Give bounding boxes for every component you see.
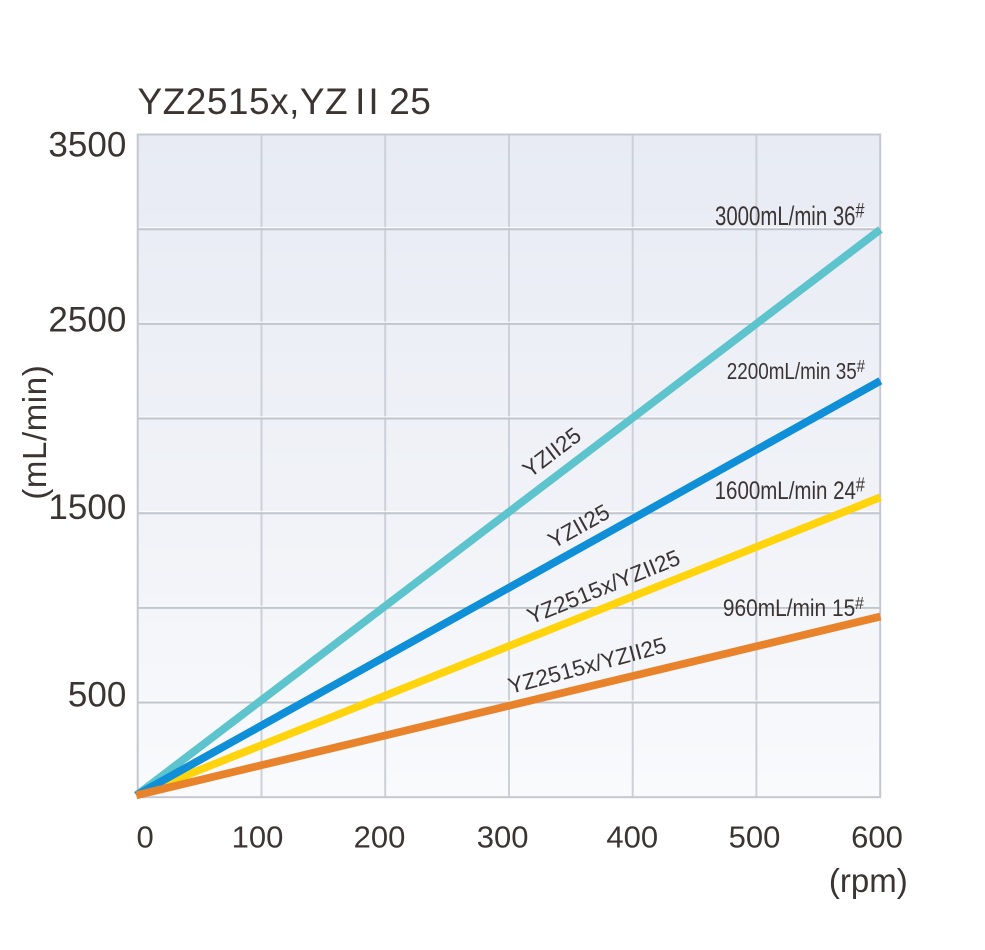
- svg-text:300: 300: [477, 820, 529, 855]
- svg-text:100: 100: [232, 820, 284, 855]
- svg-text:200: 200: [354, 820, 406, 855]
- svg-text:600: 600: [851, 820, 903, 855]
- svg-text:3000mL/min 36#: 3000mL/min 36#: [715, 199, 865, 232]
- svg-text:2200mL/min 35#: 2200mL/min 35#: [727, 357, 866, 385]
- svg-text:YZ2515x,YZII25: YZ2515x,YZ II 25: [138, 81, 432, 122]
- svg-text:1600mL/min 24#: 1600mL/min 24#: [715, 474, 866, 505]
- svg-text:400: 400: [606, 820, 658, 855]
- svg-text:2500: 2500: [48, 301, 126, 340]
- svg-text:500: 500: [68, 676, 126, 715]
- svg-text:3500: 3500: [48, 125, 126, 164]
- svg-text:(rpm): (rpm): [829, 862, 908, 899]
- svg-text:500: 500: [729, 820, 781, 855]
- svg-text:0: 0: [136, 820, 153, 855]
- svg-text:960mL/min 15#: 960mL/min 15#: [723, 593, 865, 621]
- svg-text:1500: 1500: [48, 488, 126, 527]
- svg-text:(mL/min): (mL/min): [16, 365, 53, 500]
